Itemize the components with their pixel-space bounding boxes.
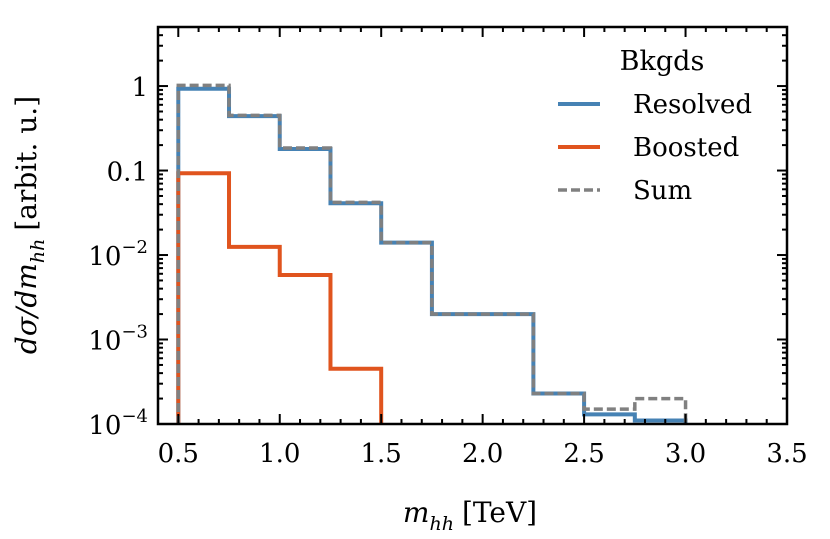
series-layer <box>176 83 688 424</box>
y-tick-label: 10−3 <box>88 322 148 357</box>
y-tick-label: 10−2 <box>88 237 148 272</box>
y-tick-label: 10−4 <box>88 406 148 441</box>
x-tick-label: 2.0 <box>462 439 503 469</box>
legend-label-sum: Sum <box>633 176 692 206</box>
x-tick-label: 3.5 <box>766 439 807 469</box>
y-axis-label: dσ/dmhh[arbit. u.] <box>10 96 49 354</box>
x-tick-label: 2.5 <box>563 439 604 469</box>
y-tick-label: 1 <box>131 73 148 103</box>
x-tick-label: 1.0 <box>259 439 300 469</box>
legend: Bkgds Resolved Boosted Sum <box>558 46 752 206</box>
x-tick-label: 0.5 <box>158 439 199 469</box>
x-tick-label: 1.5 <box>361 439 402 469</box>
legend-label-boosted: Boosted <box>633 133 739 163</box>
x-tick-label: 3.0 <box>665 439 706 469</box>
series-line-sum <box>176 83 688 424</box>
plot-frame <box>156 25 789 426</box>
x-axis-label: mhh [TeV] <box>403 496 537 535</box>
y-tick-label: 0.1 <box>107 158 148 188</box>
legend-label-resolved: Resolved <box>633 90 752 120</box>
legend-title: Bkgds <box>620 46 705 77</box>
legend-items: Resolved Boosted Sum <box>558 90 752 206</box>
series-line-boosted <box>176 171 384 424</box>
